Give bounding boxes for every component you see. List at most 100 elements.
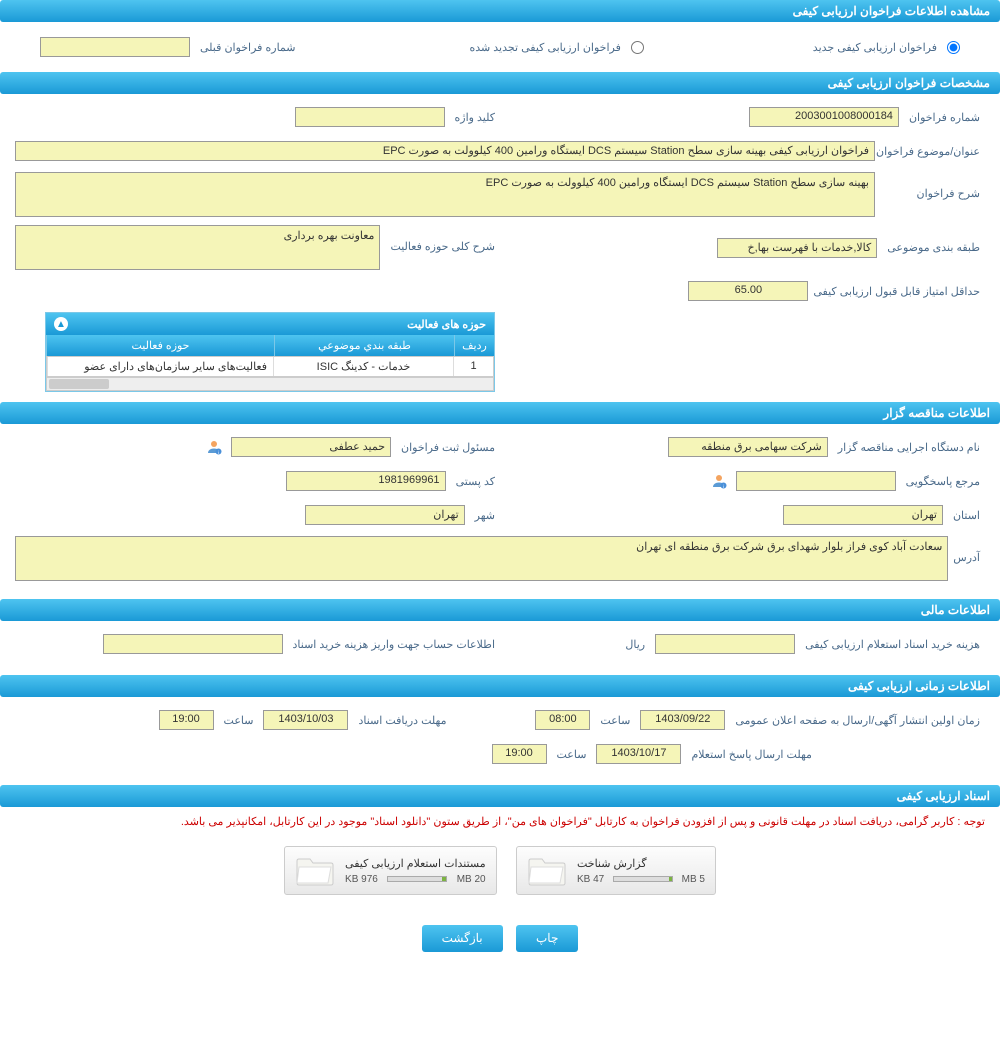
file2-max: 20 MB bbox=[457, 874, 486, 885]
header-tenderer: اطلاعات مناقصه گزار bbox=[0, 402, 1000, 424]
svg-text:i: i bbox=[723, 484, 724, 489]
province-label: استان bbox=[948, 509, 985, 522]
header-timing: اطلاعات زمانی ارزیابی کیفی bbox=[0, 675, 1000, 697]
header-financial: اطلاعات مالی bbox=[0, 599, 1000, 621]
org-label: نام دستگاه اجرایی مناقصه گزار bbox=[833, 441, 985, 454]
grid-col-activity: حوزه فعاليت bbox=[46, 335, 274, 356]
publish-date: 1403/09/22 bbox=[640, 710, 725, 730]
warning-text: توجه : کاربر گرامی، دریافت اسناد در مهلت… bbox=[0, 807, 1000, 836]
radio-new[interactable] bbox=[947, 41, 960, 54]
time-label-1: ساعت bbox=[595, 714, 635, 727]
registrar-label: مسئول ثبت فراخوان bbox=[396, 441, 500, 454]
currency-label: ریال bbox=[620, 638, 650, 651]
file1-progress bbox=[613, 876, 673, 882]
activity-desc-label: شرح کلی حوزه فعالیت bbox=[385, 225, 500, 253]
grid-head-row: ردیف طبقه بندي موضوعي حوزه فعاليت bbox=[46, 335, 494, 356]
publish-label: زمان اولین انتشار آگهی/ارسال به صفحه اعل… bbox=[730, 714, 985, 727]
grid-title: حوزه های فعالیت bbox=[407, 318, 486, 331]
org-field: شرکت سهامی برق منطقه bbox=[668, 437, 828, 457]
financial-body: هزینه خرید اسناد استعلام ارزیابی کیفی ری… bbox=[0, 621, 1000, 675]
grid-cell-activity: فعالیت‌های سایر سازمان‌های دارای عضو bbox=[47, 357, 273, 376]
activity-grid: حوزه های فعالیت ▲ ردیف طبقه بندي موضوعي … bbox=[45, 312, 495, 392]
desc-label: شرح فراخوان bbox=[875, 172, 985, 200]
address-field: سعادت آباد کوی فراز بلوار شهدای برق شرکت… bbox=[15, 536, 948, 581]
postal-label: کد پستی bbox=[451, 475, 500, 488]
number-field: 2003001008000184 bbox=[749, 107, 899, 127]
specs-body: شماره فراخوان 2003001008000184 کلید واژه… bbox=[0, 94, 1000, 402]
time-label-2: ساعت bbox=[219, 714, 259, 727]
province-field: تهران bbox=[783, 505, 943, 525]
response-label: مهلت ارسال پاسخ استعلام bbox=[686, 748, 817, 761]
city-field: تهران bbox=[305, 505, 465, 525]
file1-size: 47 KB bbox=[577, 874, 604, 885]
account-label: اطلاعات حساب جهت واریز هزینه خرید اسناد bbox=[288, 638, 500, 651]
back-button[interactable]: بازگشت bbox=[422, 925, 503, 952]
header-specs: مشخصات فراخوان ارزیابی کیفی bbox=[0, 72, 1000, 94]
grid-col-cat: طبقه بندي موضوعي bbox=[274, 335, 454, 356]
title-label: عنوان/موضوع فراخوان bbox=[875, 145, 985, 158]
radio-renewed-label: فراخوان ارزیابی کیفی تجدید شده bbox=[469, 41, 620, 54]
radio-renewed[interactable] bbox=[631, 41, 644, 54]
time-label-3: ساعت bbox=[552, 748, 592, 761]
file2-progress bbox=[387, 876, 447, 882]
radio-new-wrap: فراخوان ارزیابی کیفی جدید bbox=[813, 41, 960, 54]
responder-field bbox=[736, 471, 896, 491]
page-container: مشاهده اطلاعات فراخوان ارزیابی کیفی فراخ… bbox=[0, 0, 1000, 972]
grid-scrollbar[interactable] bbox=[46, 377, 494, 391]
header-docs: اسناد ارزیابی کیفی bbox=[0, 785, 1000, 807]
response-time: 19:00 bbox=[492, 744, 547, 764]
file-box-1[interactable]: گزارش شناخت 5 MB 47 KB bbox=[516, 846, 716, 895]
keyword-field bbox=[295, 107, 445, 127]
file2-title: مستندات استعلام ارزیابی کیفی bbox=[345, 857, 486, 870]
desc-field: بهینه سازی سطح Station سیستم DCS ایستگاه… bbox=[15, 172, 875, 217]
address-label: آدرس bbox=[948, 536, 985, 564]
scroll-thumb[interactable] bbox=[49, 379, 109, 389]
publish-time: 08:00 bbox=[535, 710, 590, 730]
deadline-label: مهلت دریافت اسناد bbox=[353, 714, 451, 727]
keyword-label: کلید واژه bbox=[450, 111, 500, 124]
folder-icon-2 bbox=[295, 853, 335, 888]
postal-field: 1981969961 bbox=[286, 471, 446, 491]
title-field: فراخوان ارزیابی کیفی بهینه سازی سطح Stat… bbox=[15, 141, 875, 161]
file2-size: 976 KB bbox=[345, 874, 378, 885]
file1-max: 5 MB bbox=[682, 874, 705, 885]
grid-col-row: ردیف bbox=[454, 335, 494, 356]
file1-title: گزارش شناخت bbox=[577, 857, 647, 870]
city-label: شهر bbox=[470, 509, 500, 522]
response-date: 1403/10/17 bbox=[596, 744, 681, 764]
doc-cost-field bbox=[655, 634, 795, 654]
radio-renewed-wrap: فراخوان ارزیابی کیفی تجدید شده bbox=[469, 41, 643, 54]
timing-body: زمان اولین انتشار آگهی/ارسال به صفحه اعل… bbox=[0, 697, 1000, 785]
grid-cell-cat: خدمات - کدینگ ISIC bbox=[273, 357, 453, 376]
svg-text:i: i bbox=[218, 450, 219, 455]
number-label: شماره فراخوان bbox=[904, 111, 985, 124]
file-box-2[interactable]: مستندات استعلام ارزیابی کیفی 20 MB 976 K… bbox=[284, 846, 497, 895]
min-score-field: 65.00 bbox=[688, 281, 808, 301]
registrar-field: حمید عطفی bbox=[231, 437, 391, 457]
call-type-row: فراخوان ارزیابی کیفی جدید فراخوان ارزیاب… bbox=[0, 22, 1000, 72]
responder-label: مرجع پاسخگویی bbox=[901, 475, 985, 488]
prev-number-group: شماره فراخوان قبلی bbox=[40, 37, 301, 57]
category-label: طبقه بندی موضوعی bbox=[882, 241, 985, 254]
header-main: مشاهده اطلاعات فراخوان ارزیابی کیفی bbox=[0, 0, 1000, 22]
button-row: چاپ بازگشت bbox=[0, 905, 1000, 972]
grid-title-bar: حوزه های فعالیت ▲ bbox=[46, 313, 494, 335]
min-score-label: حداقل امتیاز قابل قبول ارزیابی کیفی bbox=[808, 285, 985, 298]
prev-number-label: شماره فراخوان قبلی bbox=[195, 41, 301, 54]
collapse-icon[interactable]: ▲ bbox=[54, 317, 68, 331]
radio-new-label: فراخوان ارزیابی کیفی جدید bbox=[813, 41, 937, 54]
grid-row-1[interactable]: 1 خدمات - کدینگ ISIC فعالیت‌های سایر ساز… bbox=[46, 356, 494, 377]
category-field: کالا,خدمات با فهرست بها,خ bbox=[717, 238, 877, 258]
grid-cell-num: 1 bbox=[453, 357, 493, 376]
activity-desc-field: معاونت بهره برداری bbox=[15, 225, 380, 270]
folder-icon bbox=[527, 853, 567, 888]
deadline-date: 1403/10/03 bbox=[263, 710, 348, 730]
prev-number-field bbox=[40, 37, 190, 57]
person-icon-2[interactable]: i bbox=[710, 472, 728, 490]
tenderer-body: نام دستگاه اجرایی مناقصه گزار شرکت سهامی… bbox=[0, 424, 1000, 599]
account-field bbox=[103, 634, 283, 654]
files-row: گزارش شناخت 5 MB 47 KB مستندات استعلام ا… bbox=[0, 836, 1000, 905]
person-icon[interactable]: i bbox=[205, 438, 223, 456]
print-button[interactable]: چاپ bbox=[516, 925, 578, 952]
doc-cost-label: هزینه خرید اسناد استعلام ارزیابی کیفی bbox=[800, 638, 985, 651]
